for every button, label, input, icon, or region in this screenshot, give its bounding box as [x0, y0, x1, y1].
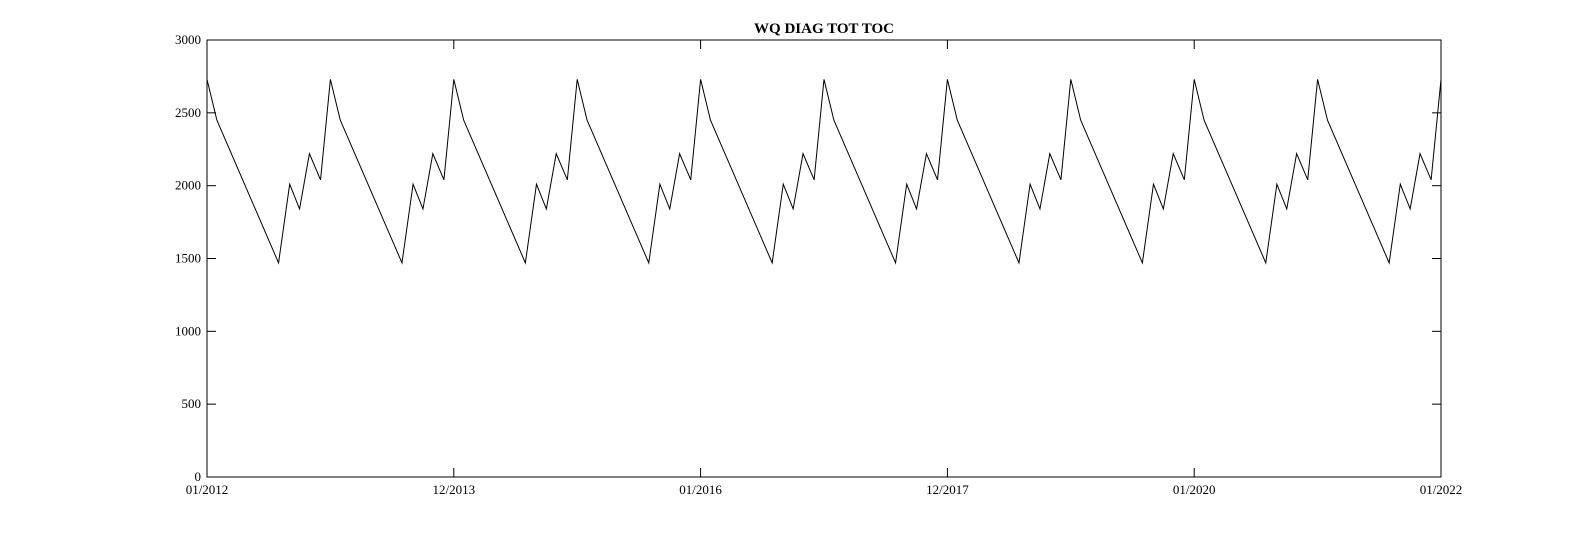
chart-title: WQ DIAG TOT TOC	[754, 21, 894, 37]
y-tick-label: 2500	[175, 105, 201, 120]
y-axis: 0 500 1000 1500 2000 2500 3000	[175, 32, 1441, 484]
x-tick-label: 01/2012	[186, 482, 229, 497]
y-tick-label: 500	[182, 396, 202, 411]
y-tick-label: 3000	[175, 32, 201, 47]
y-tick-label: 0	[195, 469, 202, 484]
series-line	[206, 79, 1442, 477]
x-tick-label: 01/2022	[1420, 482, 1463, 497]
x-tick-label: 01/2020	[1173, 482, 1216, 497]
y-tick-label: 1500	[175, 251, 201, 266]
x-axis: 01/2012 12/2013 01/2016 12/2017 01/2020 01/20…	[186, 40, 1463, 497]
y-tick-label: 1000	[175, 323, 201, 338]
x-tick-label: 12/2013	[432, 482, 475, 497]
plot-frame	[206, 39, 1442, 478]
x-tick-label: 01/2016	[679, 482, 722, 497]
y-tick-label: 2000	[175, 178, 201, 193]
x-tick-label: 12/2017	[926, 482, 969, 497]
